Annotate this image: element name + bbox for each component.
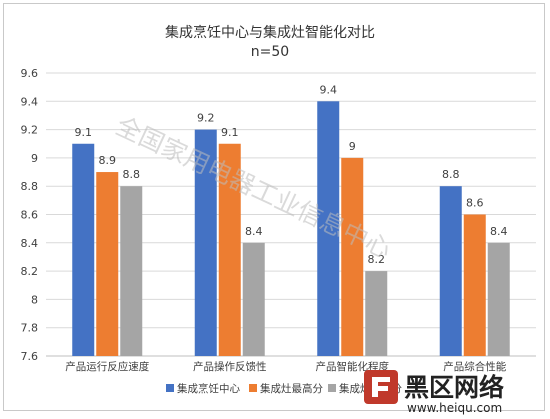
data-label: 9.2 (197, 112, 215, 125)
y-tick-label: 8.2 (21, 265, 39, 278)
category-label: 产品操作反馈性 (193, 360, 267, 373)
data-label: 8.4 (490, 225, 508, 238)
category-label: 产品综合性能 (443, 360, 506, 373)
bar (96, 172, 119, 356)
bar (317, 101, 340, 356)
data-label: 8.2 (368, 253, 386, 266)
y-tick-label: 8.6 (21, 209, 39, 222)
data-labels: 9.1 8.9 8.8 9.2 9.1 8.4 9.4 9 8.2 8.8 8.6 8.4 (75, 83, 508, 266)
y-axis-ticks: 7.6 7.8 8 8.2 8.4 8.6 8.8 9 9.2 9.4 9.6 (21, 67, 39, 363)
bar (463, 214, 486, 356)
legend-label: 集成烹饪中心 (177, 382, 240, 395)
logo-name: 黑区网络 (404, 373, 504, 402)
y-tick-label: 7.8 (21, 322, 39, 335)
bar (341, 157, 364, 356)
category-label: 产品运行反应速度 (65, 360, 149, 373)
logo-mark-icon (364, 370, 398, 404)
data-label: 9 (349, 140, 356, 153)
bar (218, 143, 241, 356)
x-axis-categories: 产品运行反应速度 产品操作反馈性 产品智能化程度 产品综合性能 (65, 360, 506, 373)
legend-swatch (328, 384, 336, 392)
data-label: 9.1 (75, 126, 93, 139)
bar (242, 242, 265, 356)
logo-url: www.heiqu.com (407, 401, 502, 415)
y-tick-label: 9.2 (21, 124, 39, 137)
y-tick-label: 8.4 (21, 237, 39, 250)
y-tick-label: 8 (31, 293, 38, 306)
bar-chart: 集成烹饪中心与集成灶智能化对比 n=50 7.6 7.8 8 8.2 8.4 8.6 8.8… (21, 24, 536, 415)
bar (72, 143, 95, 356)
data-label: 8.9 (99, 154, 117, 167)
legend-swatch (166, 384, 174, 392)
y-tick-label: 9.4 (21, 95, 39, 108)
bar (487, 242, 510, 356)
data-label: 8.8 (123, 168, 141, 181)
chart-subtitle: n=50 (251, 44, 289, 60)
legend-label: 集成灶最高分 (260, 382, 323, 395)
y-tick-label: 9 (31, 152, 38, 165)
data-label: 8.8 (442, 168, 460, 181)
y-tick-label: 9.6 (21, 67, 39, 80)
legend-swatch (249, 384, 257, 392)
data-label: 9.1 (221, 126, 239, 139)
bars (72, 101, 510, 356)
data-label: 8.4 (245, 225, 263, 238)
y-tick-label: 7.6 (21, 350, 39, 363)
bar (439, 186, 462, 356)
bar (365, 271, 388, 356)
category-label: 产品智能化程度 (316, 360, 390, 373)
chart-title: 集成烹饪中心与集成灶智能化对比 (165, 24, 375, 41)
bar (120, 186, 143, 356)
y-tick-label: 8.8 (21, 180, 39, 193)
chart-frame: 集成烹饪中心与集成灶智能化对比 n=50 7.6 7.8 8 8.2 8.4 8.6 8.8… (3, 3, 545, 415)
bar (194, 129, 217, 356)
data-label: 8.6 (466, 197, 484, 210)
site-logo[interactable]: 黑区网络 www.heiqu.com (364, 370, 504, 415)
data-label: 9.4 (320, 83, 338, 96)
